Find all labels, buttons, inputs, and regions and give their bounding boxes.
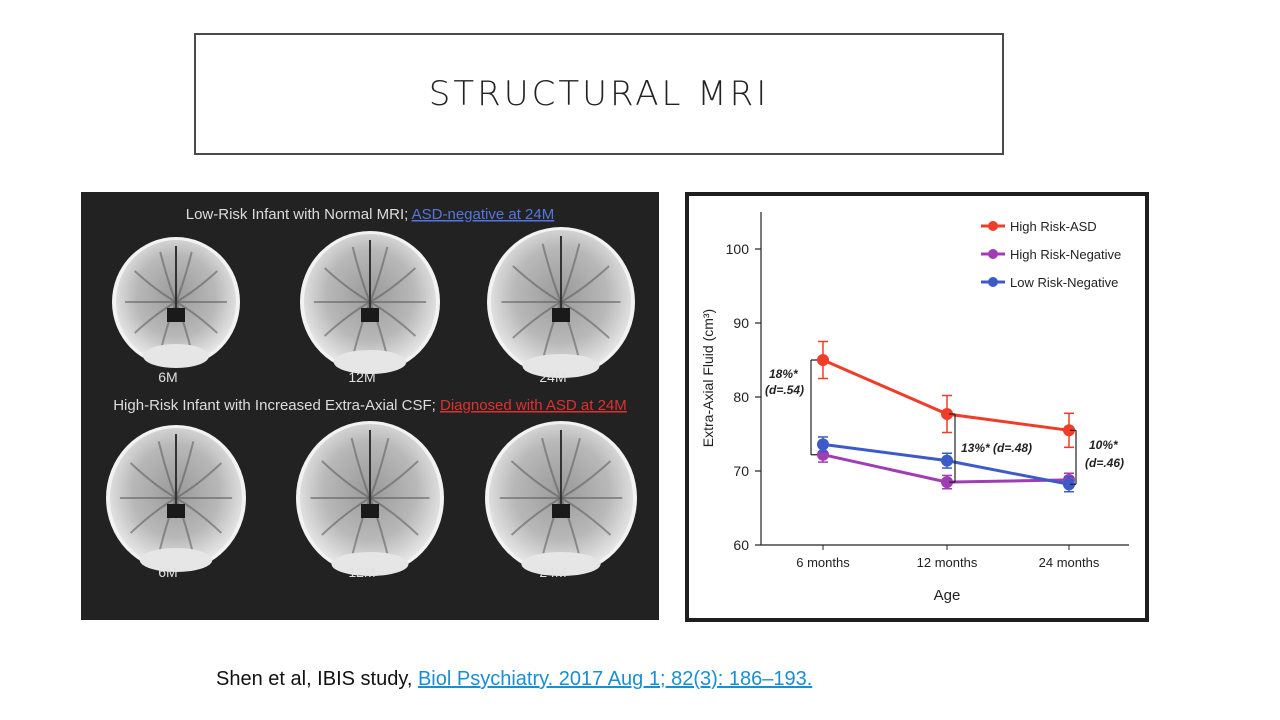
y-tick-label: 60 [733,537,749,553]
y-tick-label: 70 [733,463,749,479]
legend: High Risk-ASD High Risk-Negative Low Risk-… [981,219,1121,290]
citation-link[interactable]: Biol Psychiatry. 2017 Aug 1; 82(3): 186–… [417,668,813,690]
data-point [941,408,953,421]
mri-brain-image-row2-3 [485,421,637,576]
annotation-6m-effect: (d=.54) [765,383,804,397]
annotation-24m-percent: 10%* [1089,438,1119,452]
mri-brain-image-row2-2 [296,421,444,576]
data-point [817,438,829,451]
extra-axial-fluid-chart: 60 70 80 90 100 6 months 12 months 24 months Age… [689,196,1145,618]
mri-figure: Low-Risk Infant with Normal MRI; ASD-neg… [81,192,659,620]
data-point [817,354,829,366]
x-tick-label: 6 months [796,555,850,570]
mri-row2-caption: High-Risk Infant with Increased Extra-Ax… [113,397,627,414]
mri-brain-image-row1-2 [300,231,440,374]
title-box: STRUCTURAL MRI [194,33,1004,155]
legend-marker [988,249,998,259]
mri-label-row2-1: 6M [158,564,177,580]
y-axis-label: Extra-Axial Fluid (cm³) [700,309,716,447]
slide-title: STRUCTURAL MRI [428,74,770,114]
data-point [1063,424,1075,437]
mri-brain-image-row1-3 [487,227,635,378]
annotation-24m-effect: (d=.46) [1085,456,1124,470]
legend-label: High Risk-Negative [1010,247,1121,262]
annotation-12m: 13%* (d=.48) [961,441,1032,455]
legend-label: High Risk-ASD [1010,219,1097,234]
data-point [941,476,953,489]
mri-label-row2-3: 24M [539,564,566,580]
mri-row1-caption: Low-Risk Infant with Normal MRI; ASD-neg… [186,206,554,223]
x-axis-label: Age [934,587,961,604]
annotation-6m-percent: 18%* [769,367,799,381]
legend-marker [988,277,998,287]
legend-label: Low Risk-Negative [1010,275,1118,290]
mri-label-row2-2: 12M [348,564,375,580]
bracket [1070,429,1077,485]
y-tick-label: 80 [733,389,749,405]
mri-label-row1-1: 6M [158,369,177,385]
chart-panel: 60 70 80 90 100 6 months 12 months 24 months Age… [685,192,1149,622]
mri-label-row1-2: 12M [348,369,375,385]
y-tick-label: 90 [733,315,749,331]
x-tick-label: 12 months [917,555,978,570]
y-tick-label: 100 [726,241,750,257]
data-point [941,454,953,467]
series-3 [817,436,1075,493]
x-tick-label: 24 months [1039,555,1100,570]
mri-label-row1-3: 24M [539,369,566,385]
series-1 [817,340,1075,449]
legend-marker [988,221,998,231]
bracket [949,413,956,483]
mri-figure-svg: Low-Risk Infant with Normal MRI; ASD-neg… [106,206,637,580]
bracket [810,359,817,456]
data-point [1063,478,1075,491]
citation: Shen et al, IBIS study, Biol Psychiatry.… [216,668,812,691]
mri-brain-image-row1-1 [112,237,240,368]
citation-prefix: Shen et al, IBIS study, [216,668,418,690]
mri-brain-image-row2-1 [106,425,246,572]
difference-brackets: 18%* (d=.54) 13%* (d=.48) 10%* (d=.46) [765,359,1124,485]
